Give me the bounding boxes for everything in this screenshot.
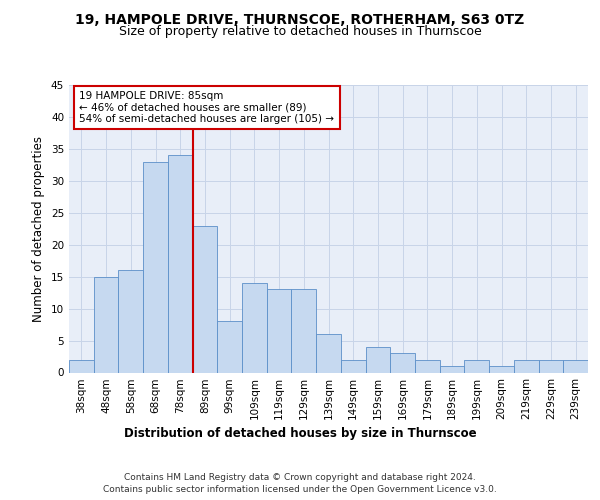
Text: Contains public sector information licensed under the Open Government Licence v3: Contains public sector information licen…	[103, 485, 497, 494]
Bar	[514, 360, 539, 372]
Bar	[267, 290, 292, 372]
Text: 19 HAMPOLE DRIVE: 85sqm
← 46% of detached houses are smaller (89)
54% of semi-de: 19 HAMPOLE DRIVE: 85sqm ← 46% of detache…	[79, 91, 334, 124]
Bar	[217, 322, 242, 372]
Bar	[341, 360, 365, 372]
Bar	[316, 334, 341, 372]
Bar	[118, 270, 143, 372]
Bar	[193, 226, 217, 372]
Text: Size of property relative to detached houses in Thurnscoe: Size of property relative to detached ho…	[119, 25, 481, 38]
Bar	[69, 360, 94, 372]
Bar	[365, 347, 390, 372]
Bar	[94, 276, 118, 372]
Bar	[168, 156, 193, 372]
Y-axis label: Number of detached properties: Number of detached properties	[32, 136, 46, 322]
Bar	[292, 290, 316, 372]
Bar	[242, 283, 267, 372]
Bar	[390, 354, 415, 372]
Bar	[563, 360, 588, 372]
Bar	[415, 360, 440, 372]
Bar	[464, 360, 489, 372]
Bar	[143, 162, 168, 372]
Bar	[489, 366, 514, 372]
Text: Contains HM Land Registry data © Crown copyright and database right 2024.: Contains HM Land Registry data © Crown c…	[124, 472, 476, 482]
Text: 19, HAMPOLE DRIVE, THURNSCOE, ROTHERHAM, S63 0TZ: 19, HAMPOLE DRIVE, THURNSCOE, ROTHERHAM,…	[76, 12, 524, 26]
Bar	[440, 366, 464, 372]
Bar	[539, 360, 563, 372]
Text: Distribution of detached houses by size in Thurnscoe: Distribution of detached houses by size …	[124, 428, 476, 440]
